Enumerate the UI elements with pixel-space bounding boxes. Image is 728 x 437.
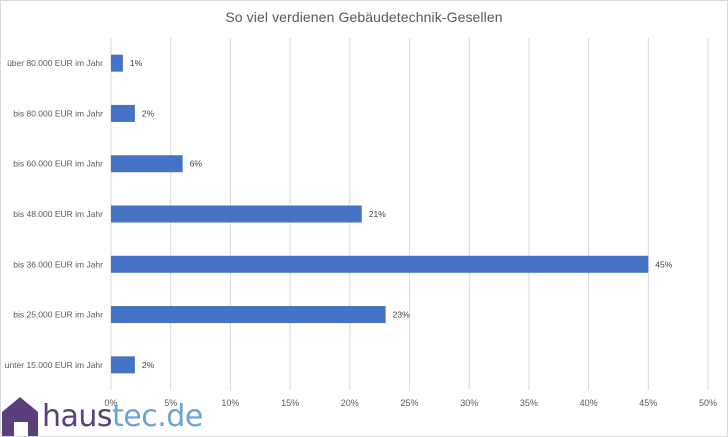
category-label: über 80.000 EUR im Jahr (7, 58, 103, 68)
bar (111, 54, 123, 72)
logo-text-part1: haus (42, 399, 113, 434)
data-label: 1% (130, 58, 143, 68)
data-label: 2% (142, 360, 155, 370)
x-tick-label: 35% (520, 398, 538, 408)
category-label: bis 48.000 EUR im Jahr (13, 209, 103, 219)
x-tick-label: 30% (460, 398, 478, 408)
data-label: 6% (190, 159, 203, 169)
x-tick-label: 50% (699, 398, 717, 408)
category-label: unter 15.000 EUR im Jahr (5, 360, 103, 370)
bar (111, 306, 386, 324)
bar (111, 155, 183, 173)
category-label: bis 80.000 EUR im Jahr (13, 108, 103, 118)
x-tick-label: 40% (580, 398, 598, 408)
logo-text-part2: tec.de (112, 399, 203, 434)
bar (111, 104, 135, 122)
x-tick-label: 20% (341, 398, 359, 408)
x-tick-label: 25% (400, 398, 418, 408)
x-tick-label: 45% (639, 398, 657, 408)
x-tick-label: 10% (221, 398, 239, 408)
x-tick-label: 0% (104, 398, 117, 408)
x-tick-label: 15% (281, 398, 299, 408)
category-label: bis 60.000 EUR im Jahr (13, 159, 103, 169)
category-label: bis 25.000 EUR im Jahr (13, 310, 103, 320)
data-label: 2% (142, 108, 155, 118)
house-icon (2, 397, 38, 436)
data-label: 45% (655, 259, 672, 269)
bar (111, 356, 135, 374)
x-tick-label: 5% (164, 398, 177, 408)
data-label: 23% (393, 310, 410, 320)
chart-title: So viel verdienen Gebäudetechnik-Geselle… (225, 9, 503, 25)
bar (111, 205, 362, 223)
logo-text: haustec.de (42, 401, 203, 433)
haustec-logo (0, 392, 200, 437)
data-label: 21% (369, 209, 386, 219)
bar (111, 255, 649, 273)
category-label: bis 36.000 EUR im Jahr (13, 259, 103, 269)
